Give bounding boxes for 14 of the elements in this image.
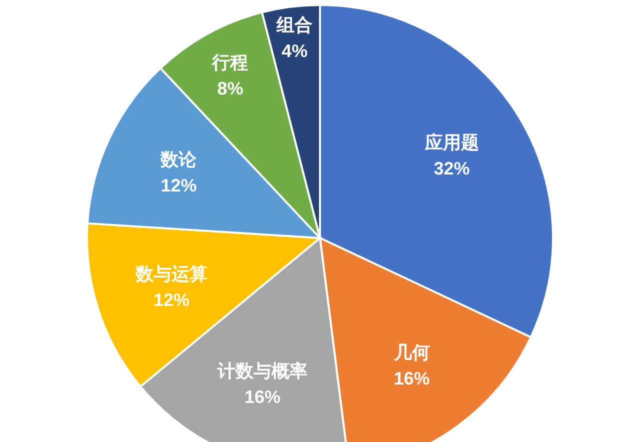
slice-label: 数与运算	[134, 264, 208, 284]
data-label: 12%	[160, 176, 197, 196]
slice-label: 行程	[211, 52, 248, 73]
slice-label: 组合	[276, 14, 313, 35]
slice-label: 几何	[392, 342, 430, 362]
slice-label: 计数与概率	[216, 361, 308, 382]
data-label: 8%	[217, 78, 244, 99]
slice-label: 数论	[160, 150, 198, 170]
data-label: 32%	[434, 158, 470, 178]
slice-label: 应用题	[424, 132, 479, 152]
data-label: 12%	[154, 290, 190, 310]
data-label: 4%	[282, 40, 308, 61]
data-label: 16%	[394, 368, 430, 388]
data-label: 16%	[244, 387, 281, 408]
